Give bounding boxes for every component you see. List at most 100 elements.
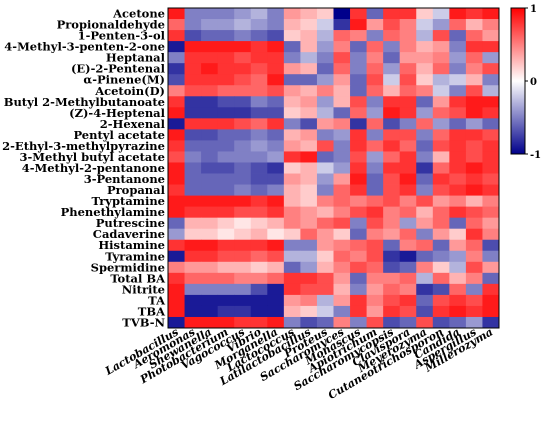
heatmap-cell <box>184 96 202 108</box>
heatmap-cell <box>283 217 301 230</box>
heatmap-cell <box>383 151 401 163</box>
heatmap-cell <box>465 107 483 119</box>
heatmap-cell <box>316 305 334 318</box>
heatmap-cell <box>465 8 483 20</box>
heatmap-cell <box>432 228 450 241</box>
heatmap-cell <box>234 305 252 318</box>
heatmap-cell <box>416 173 434 185</box>
heatmap-cell <box>350 52 367 64</box>
heatmap-cell <box>168 162 185 174</box>
heatmap-cell <box>250 8 268 20</box>
heatmap-cell <box>217 217 235 230</box>
heatmap-cell <box>250 239 268 252</box>
heatmap-cell <box>416 283 434 296</box>
heatmap-cell <box>449 30 467 42</box>
heatmap-cell <box>465 250 483 263</box>
heatmap-cell <box>267 195 285 208</box>
heatmap-cell <box>366 140 384 152</box>
heatmap-cell <box>267 272 285 285</box>
heatmap-cell <box>201 85 219 97</box>
heatmap-cell <box>234 239 252 252</box>
heatmap-cell <box>250 294 268 307</box>
heatmap-cell <box>316 173 334 185</box>
heatmap-cell <box>217 140 235 152</box>
heatmap-cell <box>283 162 301 174</box>
heatmap-cell <box>399 206 417 219</box>
heatmap-cell <box>250 206 268 219</box>
heatmap-cell <box>383 129 401 141</box>
heatmap-cell <box>465 239 483 252</box>
heatmap-cell <box>201 129 219 141</box>
heatmap-cell <box>416 19 434 31</box>
heatmap-cell <box>333 63 351 75</box>
heatmap-cell <box>449 140 467 152</box>
heatmap-cell <box>234 129 252 141</box>
heatmap-cell <box>217 8 235 20</box>
heatmap-cell <box>168 19 185 31</box>
heatmap-cell <box>366 129 384 141</box>
heatmap-cell <box>217 96 235 108</box>
heatmap-cell <box>383 305 401 318</box>
heatmap-cell <box>267 129 285 141</box>
heatmap-cell <box>399 239 417 252</box>
heatmap-cell <box>168 85 185 97</box>
heatmap-cell <box>383 8 401 20</box>
heatmap-cell <box>300 140 318 152</box>
heatmap-cell <box>250 151 268 163</box>
heatmap-cell <box>316 294 334 307</box>
heatmap-cell <box>482 41 500 53</box>
heatmap-cell <box>316 283 334 296</box>
heatmap-cell <box>449 107 467 119</box>
column-labels: LactobacillusAeromonasShewanellaPhotobac… <box>102 325 495 402</box>
heatmap-cell <box>250 250 268 263</box>
heatmap-cell <box>184 8 202 20</box>
heatmap-cell <box>300 261 318 274</box>
heatmap-cell <box>201 118 219 130</box>
heatmap-cell <box>383 30 401 42</box>
heatmap-cell <box>316 195 334 208</box>
heatmap-cell <box>267 250 285 263</box>
heatmap-cell <box>283 173 301 185</box>
heatmap-cell <box>300 151 318 163</box>
heatmap-cell <box>217 30 235 42</box>
heatmap-cell <box>399 283 417 296</box>
heatmap-cell <box>184 151 202 163</box>
heatmap-cell <box>201 107 219 119</box>
heatmap-cell <box>350 272 367 285</box>
heatmap-cell <box>399 118 417 130</box>
heatmap-cell <box>366 217 384 230</box>
heatmap-cell <box>300 184 318 196</box>
row-label: TBA <box>138 304 166 318</box>
heatmap-cell <box>300 52 318 64</box>
heatmap-cell <box>482 316 500 329</box>
row-label: Cadaverine <box>93 227 165 241</box>
heatmap-cell <box>250 85 268 97</box>
heatmap-cell <box>350 228 367 241</box>
heatmap-cell <box>201 261 219 274</box>
heatmap-cell <box>333 118 351 130</box>
heatmap-cell <box>399 52 417 64</box>
heatmap-cell <box>350 283 367 296</box>
heatmap-cell <box>300 228 318 241</box>
heatmap-cell <box>333 195 351 208</box>
heatmap-cell <box>432 8 450 20</box>
heatmap-cell <box>283 228 301 241</box>
heatmap-cell <box>333 162 351 174</box>
row-label: (E)-2-Pentenal <box>71 62 166 76</box>
heatmap-cell <box>234 52 252 64</box>
heatmap-cell <box>482 239 500 252</box>
heatmap-cell <box>250 63 268 75</box>
heatmap-cell <box>465 162 483 174</box>
heatmap-cell <box>316 261 334 274</box>
heatmap-cell <box>449 85 467 97</box>
heatmap-cell <box>267 41 285 53</box>
heatmap-cell <box>399 8 417 20</box>
heatmap-cell <box>399 217 417 230</box>
heatmap-cell <box>184 228 202 241</box>
heatmap-cell <box>416 305 434 318</box>
heatmap-cell <box>316 30 334 42</box>
heatmap-cell <box>350 206 367 219</box>
heatmap-cell <box>482 96 500 108</box>
heatmap-cell <box>184 118 202 130</box>
heatmap-cell <box>267 294 285 307</box>
